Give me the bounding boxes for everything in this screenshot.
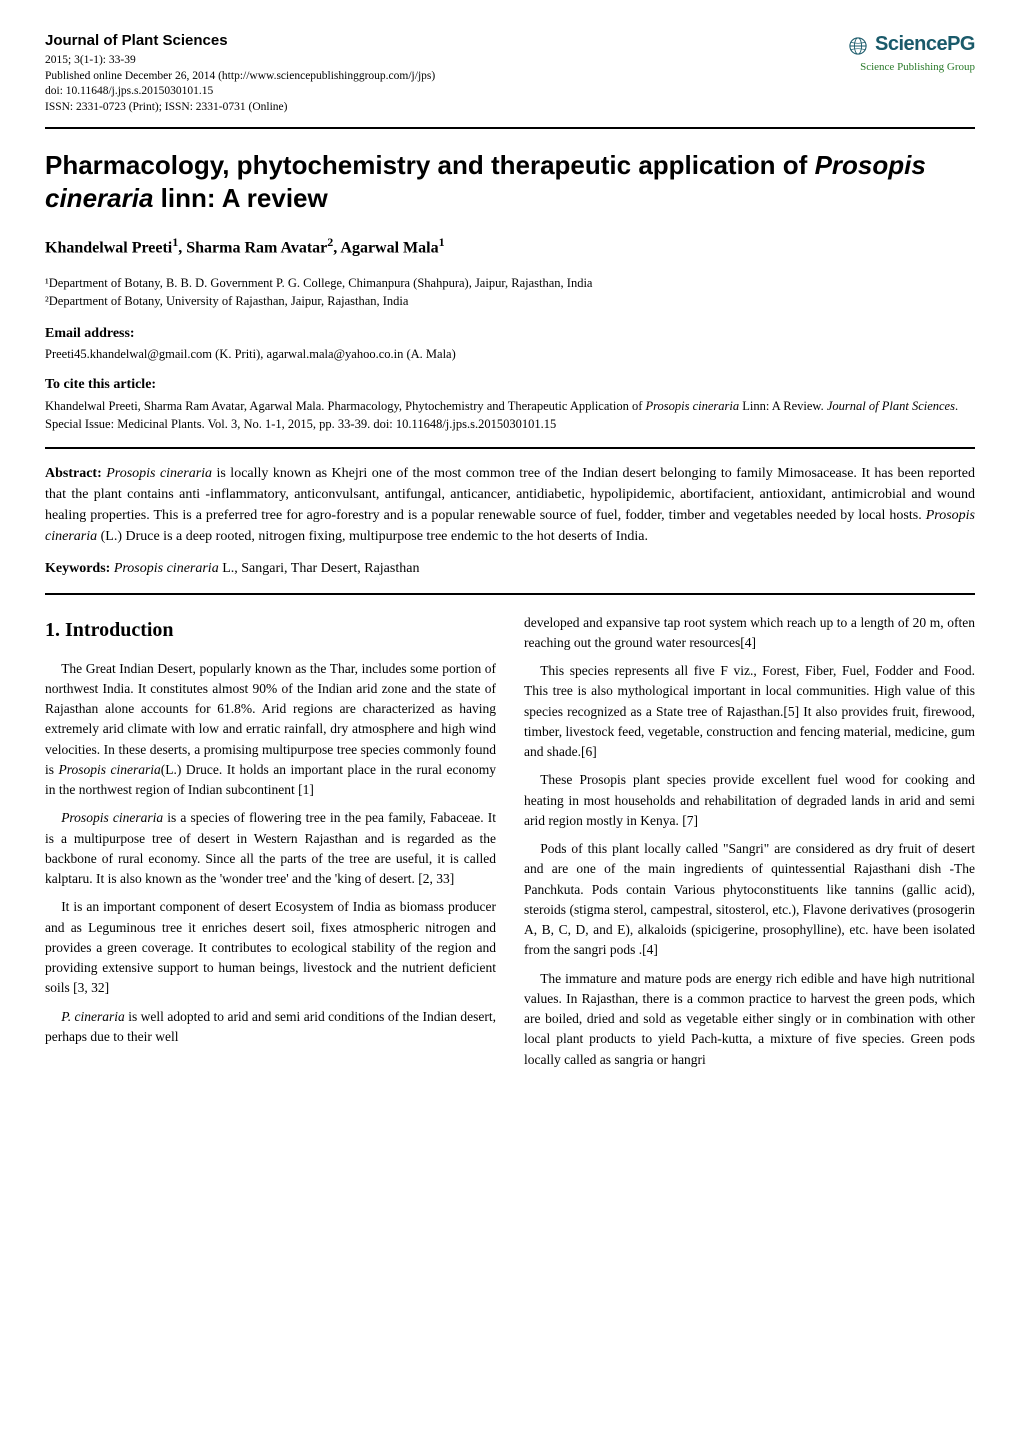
journal-issue: 2015; 3(1-1): 33-39 bbox=[45, 53, 849, 69]
divider-top bbox=[45, 447, 975, 449]
divider-bottom bbox=[45, 593, 975, 595]
publisher-tagline: Science Publishing Group bbox=[849, 60, 975, 75]
journal-issn: ISSN: 2331-0723 (Print); ISSN: 2331-0731… bbox=[45, 100, 849, 116]
publisher-name: SciencePG bbox=[875, 33, 975, 55]
paragraph: This species represents all five F viz.,… bbox=[524, 661, 975, 762]
right-column: developed and expansive tap root system … bbox=[524, 613, 975, 1078]
paragraph: P. cineraria is well adopted to arid and… bbox=[45, 1007, 496, 1048]
paragraph: The Great Indian Desert, popularly known… bbox=[45, 659, 496, 801]
email-heading: Email address: bbox=[45, 324, 975, 344]
article-title: Pharmacology, phytochemistry and therape… bbox=[45, 149, 975, 214]
authors-line: Khandelwal Preeti1, Sharma Ram Avatar2, … bbox=[45, 234, 975, 260]
body-two-column: 1. Introduction The Great Indian Desert,… bbox=[45, 613, 975, 1078]
page-header: Journal of Plant Sciences 2015; 3(1-1): … bbox=[45, 30, 975, 129]
affiliation-1: ¹Department of Botany, B. B. D. Governme… bbox=[45, 274, 975, 292]
keywords-block: Keywords: Prosopis cineraria L., Sangari… bbox=[45, 559, 975, 579]
publisher-logo: SciencePG Science Publishing Group bbox=[849, 30, 975, 75]
journal-published: Published online December 26, 2014 (http… bbox=[45, 69, 849, 85]
keywords-label: Keywords: bbox=[45, 561, 110, 576]
cite-heading: To cite this article: bbox=[45, 375, 975, 395]
section-title: 1. Introduction bbox=[45, 615, 496, 645]
paragraph: It is an important component of desert E… bbox=[45, 897, 496, 998]
email-line: Preeti45.khandelwal@gmail.com (K. Priti)… bbox=[45, 346, 975, 364]
left-column: 1. Introduction The Great Indian Desert,… bbox=[45, 613, 496, 1078]
paragraph: Prosopis cineraria is a species of flowe… bbox=[45, 808, 496, 889]
abstract-block: Abstract: Prosopis cineraria is locally … bbox=[45, 463, 975, 547]
journal-title: Journal of Plant Sciences bbox=[45, 30, 849, 51]
journal-doi: doi: 10.11648/j.jps.s.2015030101.15 bbox=[45, 84, 849, 100]
paragraph: developed and expansive tap root system … bbox=[524, 613, 975, 654]
journal-info-block: Journal of Plant Sciences 2015; 3(1-1): … bbox=[45, 30, 849, 115]
abstract-label: Abstract: bbox=[45, 466, 102, 481]
cite-text: Khandelwal Preeti, Sharma Ram Avatar, Ag… bbox=[45, 397, 975, 433]
paragraph: The immature and mature pods are energy … bbox=[524, 969, 975, 1070]
affiliations-block: ¹Department of Botany, B. B. D. Governme… bbox=[45, 274, 975, 310]
paragraph: Pods of this plant locally called "Sangr… bbox=[524, 839, 975, 961]
globe-icon bbox=[849, 37, 867, 55]
paragraph: These Prosopis plant species provide exc… bbox=[524, 770, 975, 831]
affiliation-2: ²Department of Botany, University of Raj… bbox=[45, 292, 975, 310]
